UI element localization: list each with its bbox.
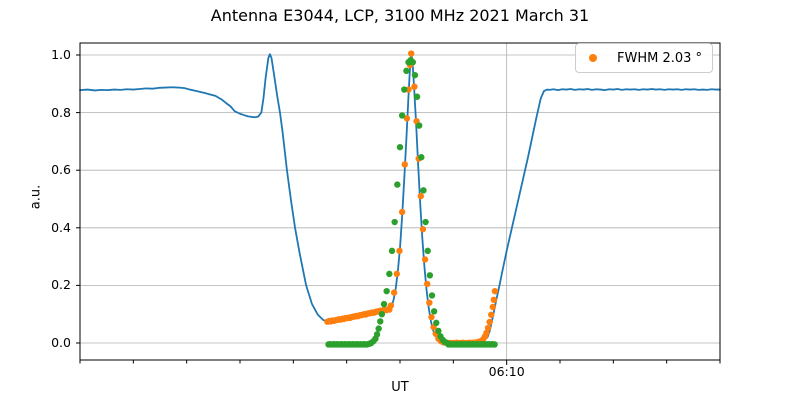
fwhm-fit-markers-point <box>484 324 492 332</box>
fwhm-fit-markers-point <box>411 83 418 90</box>
baseline-markers-point <box>430 308 438 315</box>
legend-label: FWHM 2.03 ° <box>617 50 703 66</box>
baseline-markers-point <box>388 247 396 255</box>
baseline-markers-point <box>411 71 419 79</box>
fwhm-fit-markers-point <box>428 313 435 321</box>
fwhm-fit-markers-point <box>491 287 499 295</box>
fwhm-fit-markers-point <box>398 208 406 216</box>
baseline-markers-point <box>418 154 425 161</box>
baseline-markers-point <box>433 319 440 327</box>
chart-title: Antenna E3044, LCP, 3100 MHz 2021 March … <box>210 6 590 25</box>
fwhm-fit-markers-point <box>390 289 398 296</box>
fwhm-fit-markers-point <box>486 318 493 326</box>
fwhm-fit-markers-point <box>490 296 498 303</box>
y-tick-label: 0.0 <box>51 335 71 350</box>
baseline-markers-point <box>380 300 388 308</box>
baseline-markers-point <box>422 218 429 226</box>
fwhm-fit-markers-point <box>488 311 495 318</box>
baseline-markers-point <box>377 318 384 325</box>
baseline-markers-point <box>424 247 431 255</box>
fwhm-fit-markers-point <box>483 329 490 337</box>
fwhm-fit-markers-point <box>421 256 429 263</box>
legend: FWHM 2.03 ° <box>575 43 713 73</box>
baseline-markers-point <box>378 311 386 318</box>
baseline-markers-point <box>435 327 442 335</box>
fwhm-fit-markers-point <box>387 302 395 309</box>
baseline-markers-point <box>403 67 410 75</box>
baseline-markers-point <box>413 93 421 100</box>
baseline-markers-point <box>428 292 436 299</box>
baseline-markers-point <box>394 181 401 188</box>
baseline-markers-point <box>420 187 427 194</box>
fwhm-fit-markers-point <box>424 280 431 288</box>
y-axis-label: a.u. <box>28 184 44 210</box>
x-tick-label: 06:10 <box>488 364 525 379</box>
fwhm-fit-markers-point <box>426 299 433 306</box>
y-tick-label: 0.4 <box>51 219 71 235</box>
x-axis-label: UT <box>391 380 409 395</box>
antenna-signal-line <box>79 53 721 344</box>
baseline-markers-point <box>373 331 381 338</box>
fwhm-fit-markers-point <box>417 192 424 200</box>
y-tick-label: 0.2 <box>51 277 71 293</box>
fwhm-fit-markers-point <box>489 303 496 311</box>
baseline-markers-point <box>416 122 423 129</box>
y-tick-label: 0.6 <box>51 162 71 178</box>
fwhm-fit-markers-point <box>393 270 400 278</box>
axes-spines <box>79 42 721 361</box>
baseline-markers-point <box>391 218 398 226</box>
baseline-markers-point <box>383 287 390 295</box>
fwhm-fit-markers-point <box>396 247 403 255</box>
baseline-markers-point <box>375 325 382 332</box>
baseline-markers-point <box>396 143 404 151</box>
fwhm-fit-markers-point <box>403 115 411 122</box>
baseline-markers-point <box>401 86 408 93</box>
baseline-markers-point <box>409 59 416 66</box>
y-tick-label: 0.8 <box>51 104 71 120</box>
baseline-markers-point <box>491 341 498 348</box>
fwhm-fit-markers-point <box>408 50 415 57</box>
y-tick-label: 1.0 <box>51 47 71 62</box>
baseline-markers-point <box>426 272 434 279</box>
fwhm-fit-markers-point <box>419 226 427 233</box>
baseline-markers-point <box>386 270 393 278</box>
baseline-markers-point <box>398 112 406 119</box>
legend-scatter-marker-icon <box>589 54 597 62</box>
fwhm-fit-markers-point <box>401 161 408 168</box>
